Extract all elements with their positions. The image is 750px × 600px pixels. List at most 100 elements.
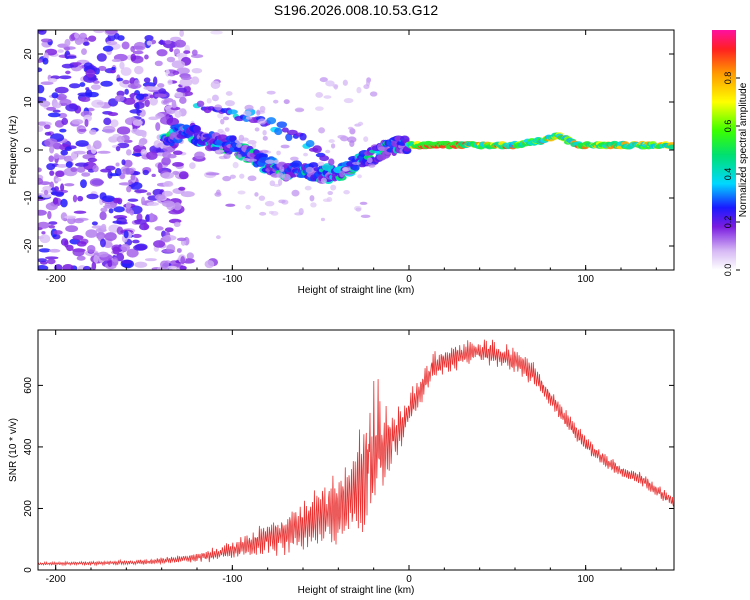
heat-blob [38, 221, 50, 229]
heat-blob [64, 183, 75, 187]
heat-blob [59, 75, 72, 80]
heat-blob [65, 103, 79, 112]
heat-speck [229, 174, 236, 179]
heat-blob [130, 53, 137, 62]
heat-blob [72, 234, 84, 241]
heat-blob [49, 170, 55, 176]
heat-speck [256, 109, 261, 116]
colorbar-tick-label: 0.6 [723, 120, 733, 133]
heat-blob [92, 165, 99, 173]
heat-blob [44, 131, 52, 136]
heat-speck [236, 142, 242, 149]
heat-blob [81, 48, 87, 55]
heat-blob [156, 49, 168, 57]
heat-blob [53, 153, 60, 159]
heat-speck [323, 95, 332, 99]
colorbar-gradient [712, 30, 736, 270]
heat-blob [149, 94, 154, 99]
heat-blob [101, 195, 116, 203]
heat-speck [239, 173, 245, 179]
heat-blob [144, 34, 154, 41]
heat-blob [191, 49, 198, 56]
heat-blob [160, 260, 170, 269]
heat-blob [65, 225, 79, 233]
heat-blob [171, 60, 186, 69]
heat-blob [154, 93, 167, 98]
heat-blob [157, 83, 165, 88]
heat-blob [110, 119, 119, 128]
heat-blob [38, 84, 45, 94]
heat-blob [83, 62, 93, 70]
heat-blob [56, 164, 68, 168]
heat-speck [315, 92, 324, 98]
heat-blob [124, 88, 129, 95]
heat-speck [216, 189, 221, 196]
colorbar-tick-label: 0.4 [723, 168, 733, 181]
heat-speck [363, 136, 369, 142]
heat-blob [164, 39, 172, 45]
heat-speck [244, 104, 254, 111]
snr-ylabel: SNR (10 * v/v) [8, 418, 19, 482]
heat-branch [286, 129, 298, 136]
heat-branch [276, 121, 288, 129]
heat-blob [59, 128, 67, 133]
heat-blob [60, 198, 68, 208]
heat-blob [43, 124, 51, 130]
snr-xtick-label: 100 [577, 574, 594, 585]
heat-speck [277, 178, 283, 186]
snr-ytick-label: 200 [23, 500, 34, 517]
snr-xtick-label: -200 [46, 574, 66, 585]
heat-speck [291, 189, 300, 197]
heat-blob [100, 223, 107, 231]
heat-blob [191, 68, 203, 74]
spectrogram-ytick-label: 10 [23, 96, 34, 108]
heat-ridge [308, 162, 319, 169]
heat-blob [39, 100, 51, 107]
heat-blob [135, 93, 145, 101]
heat-blob [76, 241, 87, 247]
heat-speck [259, 149, 269, 154]
heat-blob [66, 55, 77, 59]
heat-blob [149, 212, 154, 221]
heat-branch [319, 155, 330, 162]
spectrogram-ylabel: Frequency (Hz) [8, 116, 19, 185]
heat-blob [106, 40, 118, 46]
heat-blob [172, 150, 183, 155]
snr-xtick-label: -100 [222, 574, 242, 585]
heat-speck [342, 167, 351, 172]
heat-blob [133, 244, 147, 251]
heat-blob [93, 30, 105, 34]
heat-blob [167, 79, 173, 86]
heat-blob [172, 103, 177, 109]
heat-blob [178, 186, 186, 191]
heat-speck [356, 86, 362, 94]
heat-blob [130, 174, 136, 181]
heat-speck [330, 184, 337, 191]
colorbar-label: Normalized spectral amplitude [738, 82, 749, 217]
heat-speck [327, 190, 334, 196]
heat-blob [91, 221, 98, 226]
heat-branch [274, 127, 283, 136]
heat-blob [161, 190, 173, 197]
heat-blob [205, 172, 220, 176]
heat-ridge [291, 160, 303, 169]
heat-blob [141, 130, 147, 138]
heat-blob [38, 67, 43, 73]
heat-blob [215, 235, 221, 240]
heat-blob [122, 79, 130, 85]
heat-blob [85, 69, 96, 78]
heat-speck [262, 135, 268, 141]
heat-blob [191, 76, 200, 85]
heat-speck [357, 174, 362, 179]
heat-blob [54, 86, 69, 94]
heat-blob [105, 30, 118, 35]
heat-blob [47, 112, 61, 118]
heat-blob [114, 33, 120, 40]
heat-blob [38, 30, 47, 35]
heat-speck [310, 202, 317, 208]
heat-blob [79, 96, 91, 103]
heat-speck [245, 204, 251, 210]
heat-blob [60, 183, 65, 192]
heat-blob [51, 92, 59, 99]
colorbar-tick-label: 0.0 [723, 264, 733, 277]
